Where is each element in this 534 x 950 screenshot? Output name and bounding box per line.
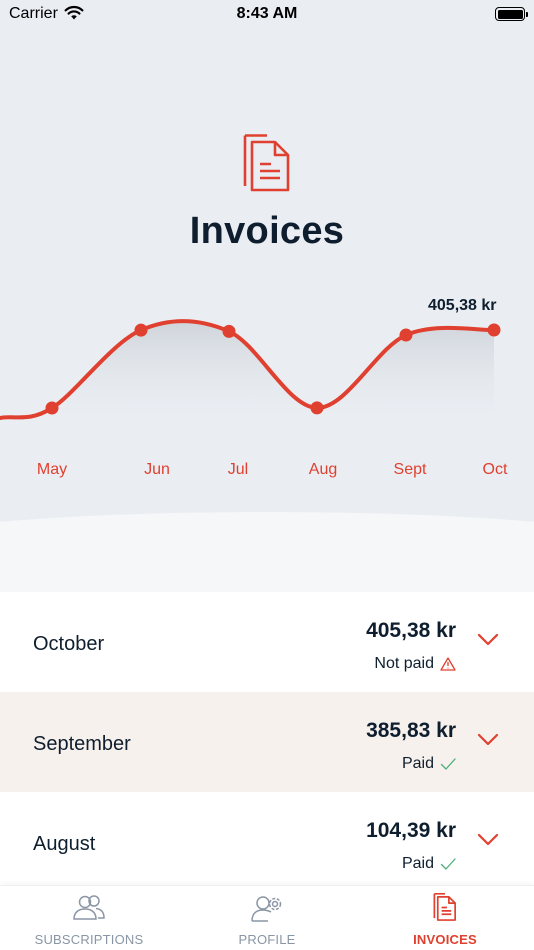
chart-month-label[interactable]: Jun [144,461,170,478]
tab-subscriptions[interactable]: SUBSCRIPTIONS [0,886,178,950]
invoice-month: October [33,633,105,655]
chart-point-sept[interactable] [399,328,413,342]
document-icon [433,893,456,921]
invoice-row-october[interactable]: October 405,38 kr Not paid [0,592,534,692]
invoice-row-september[interactable]: September 385,83 kr Paid [0,692,534,792]
invoice-amount: 104,39 kr [366,819,456,842]
chart-point-aug[interactable] [310,401,324,415]
invoice-amount: 385,83 kr [366,719,456,742]
hero-section: Carrier 8:43 AM Invoices May Jun J [0,0,534,592]
chart-point-may[interactable] [45,401,59,415]
users-icon [73,895,105,920]
invoice-amount: 405,38 kr [366,619,456,642]
chart-value-label: 405,38 kr [428,297,497,314]
chart-point-jun[interactable] [134,323,148,337]
chart-area [0,321,494,430]
invoice-status: Not paid [374,655,456,673]
tab-label: PROFILE [238,932,296,947]
document-icon [243,134,291,197]
invoice-row-august[interactable]: August 104,39 kr Paid [0,792,534,892]
carrier-label: Carrier [9,5,58,22]
chart-point-jul[interactable] [222,324,236,338]
tab-invoices[interactable]: INVOICES [356,886,534,950]
status-time: 8:43 AM [236,5,298,22]
chart-month-label[interactable]: Sept [393,461,427,478]
invoice-status-label: Paid [401,755,434,772]
user-settings-icon [251,896,282,922]
invoice-status: Paid [402,855,456,873]
check-icon [440,758,456,770]
invoice-status-label: Not paid [374,655,434,672]
tab-label: SUBSCRIPTIONS [34,932,144,947]
page-title: Invoices [189,210,345,252]
chart-point-oct[interactable] [487,323,501,337]
chevron-down-icon[interactable] [476,732,500,748]
chevron-down-icon[interactable] [476,832,500,848]
invoice-status-label: Paid [401,855,434,872]
chart-month-label[interactable]: Oct [482,461,508,478]
chart-month-label[interactable]: May [36,461,68,478]
tab-bar: SUBSCRIPTIONS PROFILE INVOICES [0,885,534,950]
invoice-chart [0,319,501,430]
status-bar: Carrier 8:43 AM [0,0,534,28]
chart-month-label[interactable]: Jul [227,461,249,478]
warning-icon [440,657,456,671]
invoice-month: September [33,733,131,755]
hero-curve [0,512,534,592]
chevron-down-icon[interactable] [476,632,500,648]
invoice-month: August [33,833,96,855]
check-icon [440,858,456,870]
battery-icon [495,7,528,21]
chart-month-label[interactable]: Aug [308,461,338,478]
tab-profile[interactable]: PROFILE [178,886,356,950]
invoice-status: Paid [402,755,456,773]
tab-label: INVOICES [413,932,477,947]
wifi-icon [64,5,84,26]
